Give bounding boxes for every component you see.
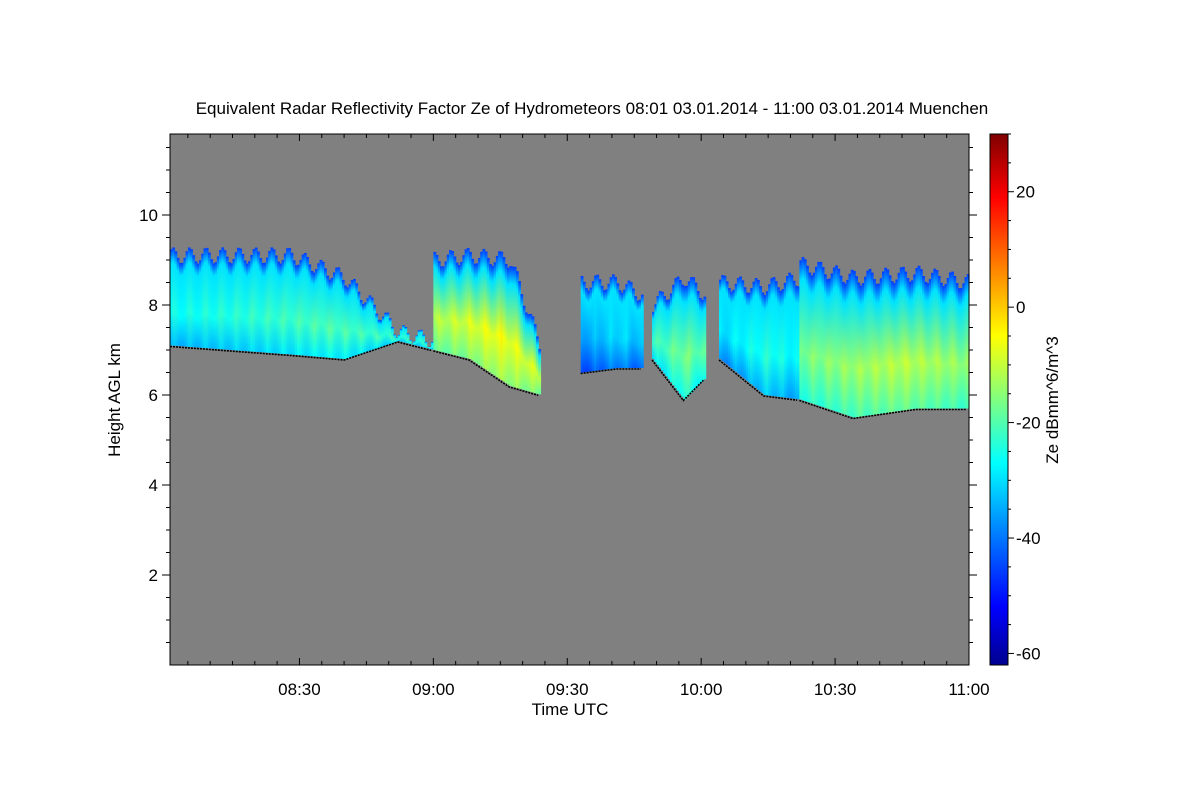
plot-frame xyxy=(169,133,970,666)
y-axis-ticks: 2 4 6 8 10 xyxy=(139,147,977,643)
colorbar-title: Ze dBmm^6/m^3 xyxy=(1043,336,1062,463)
cloud-base-markers xyxy=(169,341,967,420)
cloud-base-line-4 xyxy=(651,359,704,402)
x-tick-label: 09:30 xyxy=(546,680,589,699)
x-tick-label: 11:00 xyxy=(948,680,989,699)
cloud-echo-3 xyxy=(580,274,644,373)
colorbar-tick-label: -40 xyxy=(1016,529,1041,548)
cloud-base-line-1 xyxy=(169,341,432,361)
y-tick-label: 8 xyxy=(149,296,158,315)
cloud-base-line-5 xyxy=(718,359,798,402)
x-tick-label: 09:00 xyxy=(412,680,455,699)
colorbar-tick-label: 0 xyxy=(1016,298,1025,317)
colorbar xyxy=(989,133,1009,666)
x-tick-label: 10:30 xyxy=(814,680,857,699)
cloud-echo-1 xyxy=(170,247,434,359)
reflectivity-field xyxy=(170,247,970,418)
cloud-echo-2 xyxy=(433,247,542,395)
y-axis-title: Height AGL km xyxy=(105,343,124,457)
y-tick-label: 2 xyxy=(149,566,158,585)
x-axis-title: Time UTC xyxy=(532,700,609,719)
x-tick-label: 08:30 xyxy=(278,680,321,699)
colorbar-tick-label: -60 xyxy=(1016,644,1041,663)
x-axis-ticks: 08:30 09:00 09:30 10:00 10:30 11:00 xyxy=(187,134,990,699)
cloud-base-line-2 xyxy=(433,350,539,397)
colorbar-tick-label: 20 xyxy=(1016,183,1035,202)
y-tick-label: 4 xyxy=(149,476,158,495)
y-tick-label: 6 xyxy=(149,386,158,405)
chart-title: Equivalent Radar Reflectivity Factor Ze … xyxy=(196,99,989,118)
cloud-echo-4 xyxy=(652,276,707,400)
x-tick-label: 10:00 xyxy=(680,680,723,699)
colorbar-tick-label: -20 xyxy=(1016,414,1041,433)
cloud-echo-6 xyxy=(799,257,970,418)
y-tick-label: 10 xyxy=(139,206,158,225)
colorbar-ticks: -60 -40 -20 0 20 xyxy=(1008,133,1041,663)
cloud-base-line-3 xyxy=(580,368,641,375)
cloud-echo-5 xyxy=(719,272,800,400)
